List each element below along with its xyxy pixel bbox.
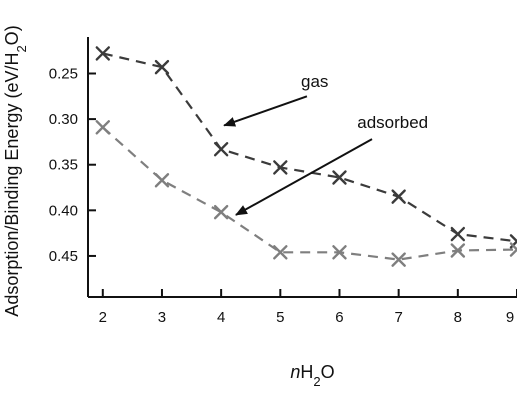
x-ticks-group: 2 3 4 5 6 7 8 9 <box>99 289 517 326</box>
x-axis-title-subscript: 2 <box>313 374 320 389</box>
annotation-label: gas <box>301 72 328 91</box>
x-tick-label: 7 <box>394 309 402 326</box>
y-tick-label: 0.40 <box>49 202 78 219</box>
data-point-marker <box>154 59 170 75</box>
x-axis-title-italic: n <box>290 362 300 382</box>
x-tick-label: 3 <box>158 309 166 326</box>
data-point-marker <box>273 160 288 175</box>
x-tick-label: 9 <box>506 309 514 326</box>
data-point-marker <box>391 189 406 204</box>
data-point-marker <box>332 170 347 185</box>
x-tick-label: 8 <box>454 309 462 326</box>
annotation-label: adsorbed <box>357 113 428 132</box>
y-tick-label: 0.45 <box>49 248 78 265</box>
y-tick-label: 0.30 <box>49 111 78 128</box>
data-point-marker <box>273 245 288 260</box>
annotation-layer: gas adsorbed <box>223 72 428 216</box>
data-point-marker <box>332 245 347 260</box>
data-point-marker <box>95 46 110 61</box>
y-axis-title-pre: Adsorption/Binding Energy (eV/H <box>2 53 22 317</box>
annotation-arrow <box>223 95 308 127</box>
data-point-marker <box>95 120 110 135</box>
x-axis-title: nH2O <box>290 362 334 389</box>
annotation-gas: gas <box>223 72 328 127</box>
y-tick-label: 0.25 <box>49 65 78 82</box>
data-point-marker <box>154 173 170 188</box>
data-point-marker <box>450 226 466 242</box>
series-layer <box>95 46 517 267</box>
x-tick-label: 4 <box>217 309 225 326</box>
plot-frame-group <box>87 37 517 298</box>
annotation-adsorbed: adsorbed <box>235 113 428 216</box>
data-point-marker <box>391 252 406 267</box>
x-tick-label: 2 <box>99 309 107 326</box>
annotation-arrow <box>235 138 373 216</box>
series-line-gas <box>102 52 517 243</box>
y-axis-title: Adsorption/Binding Energy (eV/H2O) <box>2 25 29 316</box>
x-axis-title-base: H <box>300 362 313 382</box>
x-tick-label: 6 <box>335 309 343 326</box>
y-axis-title-post: O) <box>2 25 22 45</box>
y-tick-label: 0.35 <box>49 157 78 174</box>
x-axis-title-tail: O <box>321 362 335 382</box>
x-tick-label: 5 <box>276 309 284 326</box>
y-axis-title-subscript: 2 <box>14 45 29 52</box>
data-point-marker <box>213 142 229 157</box>
series-adsorbed <box>95 120 517 267</box>
series-line-adsorbed <box>102 126 517 261</box>
data-point-marker <box>450 243 466 258</box>
data-point-marker <box>509 242 517 257</box>
y-ticks-group: 0.25 0.30 0.35 0.40 0.45 <box>49 65 96 265</box>
data-point-marker <box>213 204 229 220</box>
